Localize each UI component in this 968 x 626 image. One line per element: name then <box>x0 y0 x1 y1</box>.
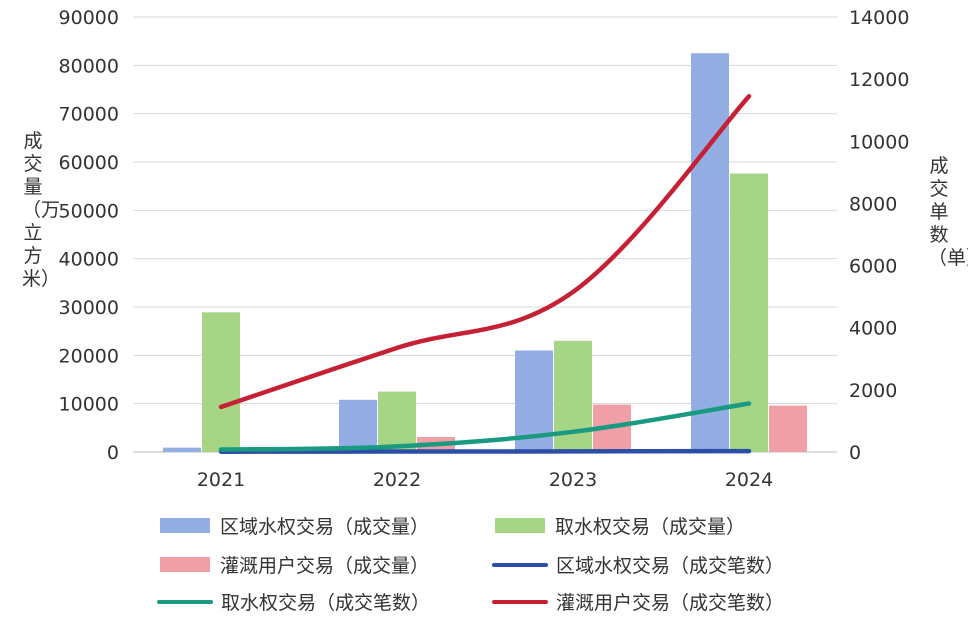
line-series <box>218 93 752 454</box>
legend-swatch <box>492 562 548 567</box>
right-tick-label: 4000 <box>849 318 897 340</box>
bar <box>163 447 201 452</box>
left-tick-label: 0 <box>107 442 119 464</box>
x-tick-label: 2024 <box>725 469 773 491</box>
left-tick-label: 50000 <box>59 200 119 222</box>
legend-item: 灌溉用户交易（成交笔数） <box>492 588 784 615</box>
bar <box>378 391 416 452</box>
bar <box>339 399 377 452</box>
right-axis-ticks: 0 2000 4000 6000 8000 10000 12000 14000 <box>849 7 909 464</box>
x-tick-label: 2023 <box>549 469 597 491</box>
right-tick-label: 6000 <box>849 256 897 278</box>
right-tick-label: 2000 <box>849 380 897 402</box>
left-axis-ticks: 0 10000 20000 30000 40000 50000 60000 70000 8000… <box>59 7 119 464</box>
series-line <box>218 401 752 452</box>
bar <box>202 312 240 452</box>
legend-item: 取水权交易（成交量） <box>495 512 745 539</box>
legend-label: 取水权交易（成交量） <box>555 516 746 538</box>
bar <box>730 173 768 452</box>
left-tick-label: 30000 <box>59 297 119 319</box>
left-axis-label: 成交量（万立方米） <box>22 130 61 290</box>
legend-label: 取水权交易（成交笔数） <box>221 592 431 614</box>
legend-label: 区域水权交易（成交量） <box>220 516 430 538</box>
left-tick-label: 80000 <box>59 55 119 77</box>
right-axis-label: 成交单数（单） <box>928 155 968 269</box>
right-tick-label: 0 <box>849 442 861 464</box>
left-tick-label: 70000 <box>59 104 119 126</box>
gridlines <box>133 16 837 453</box>
legend-item: 区域水权交易（成交笔数） <box>492 551 784 578</box>
x-tick-label: 2021 <box>197 469 245 491</box>
legend-swatch <box>492 599 548 604</box>
left-tick-label: 60000 <box>59 152 119 174</box>
legend-label: 灌溉用户交易（成交笔数） <box>556 592 785 614</box>
bar <box>769 405 807 452</box>
legend-item: 取水权交易（成交笔数） <box>157 588 430 615</box>
series-line <box>218 448 752 454</box>
legend-item: 区域水权交易（成交量） <box>160 512 429 539</box>
x-axis-ticks: 2021 2022 2023 2024 <box>197 469 773 491</box>
series-line <box>218 93 752 410</box>
left-tick-label: 40000 <box>59 249 119 271</box>
left-tick-label: 20000 <box>59 345 119 367</box>
x-tick-label: 2022 <box>373 469 421 491</box>
legend-swatch <box>160 518 210 533</box>
legend-item: 灌溉用户交易（成交量） <box>160 551 429 578</box>
legend-swatch <box>157 599 213 604</box>
legend-swatch <box>495 518 545 533</box>
right-tick-label: 12000 <box>849 69 909 91</box>
legend-label: 区域水权交易（成交笔数） <box>556 555 785 577</box>
bar <box>691 53 729 452</box>
left-tick-label: 90000 <box>59 7 119 29</box>
legend-label: 灌溉用户交易（成交量） <box>220 555 430 577</box>
right-tick-label: 14000 <box>849 7 909 29</box>
right-tick-label: 10000 <box>849 131 909 153</box>
legend-swatch <box>160 557 210 572</box>
right-tick-label: 8000 <box>849 193 897 215</box>
left-tick-label: 10000 <box>59 394 119 416</box>
